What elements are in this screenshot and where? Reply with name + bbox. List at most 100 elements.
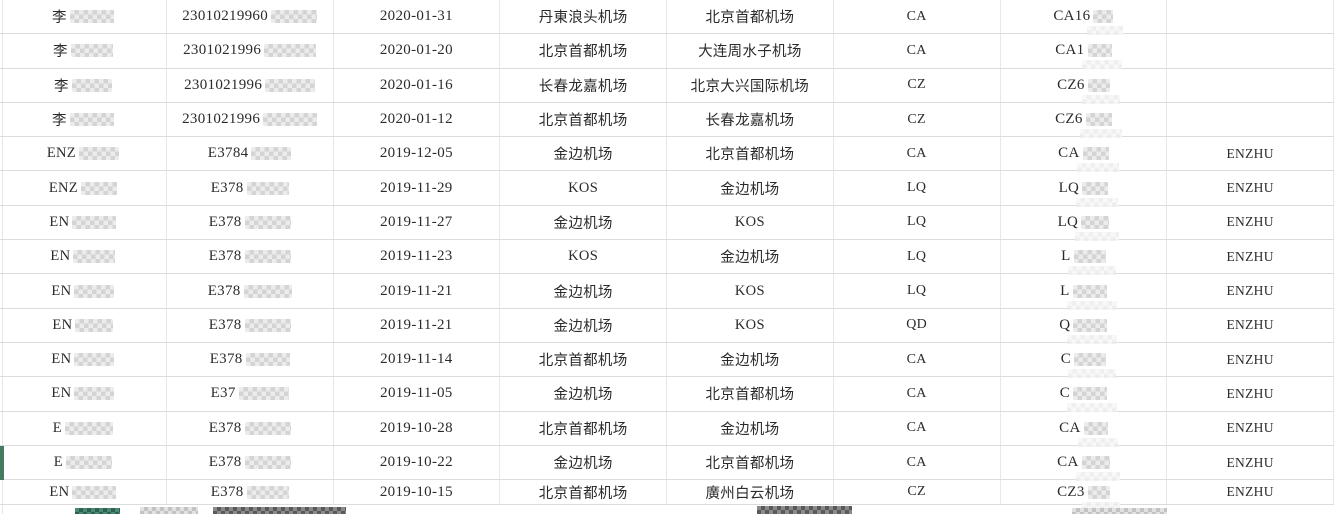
cell-date[interactable]: 2019-11-21 <box>334 274 501 308</box>
table-row[interactable]: EN E378 2019-11-14 北京首都机场 金边机场 CA C ENZHU <box>0 342 1334 379</box>
table-row[interactable]: 李 23010219960 2020-01-31 丹東浪头机场 北京首都机场 CA CA16 <box>0 0 1334 36</box>
cell-name[interactable]: 李 <box>0 102 167 137</box>
cell-name[interactable]: 李 <box>0 34 167 68</box>
cell-id-number[interactable]: 23010219960 <box>167 0 334 34</box>
table-row[interactable]: EN E378 2019-11-23 KOS 金边机场 LQ L ENZHU <box>0 240 1334 276</box>
cell-id-number[interactable]: E378 <box>167 240 334 274</box>
cell-id-number[interactable]: E378 <box>167 171 334 205</box>
cell-airline-code[interactable]: CA <box>834 137 1001 171</box>
cell-flight-number[interactable]: CA <box>1001 411 1168 447</box>
cell-airline-code[interactable]: LQ <box>834 240 1001 274</box>
cell-date[interactable]: 2020-01-12 <box>334 102 501 137</box>
table-row[interactable]: ENZ E378 2019-11-29 KOS 金边机场 LQ LQ ENZHU <box>0 171 1334 207</box>
cell-departure-airport[interactable]: 金边机场 <box>500 137 667 171</box>
cell-id-number[interactable]: E3784 <box>167 137 334 171</box>
cell-id-number[interactable]: E378 <box>167 445 334 480</box>
cell-airline-code[interactable]: LQ <box>834 205 1001 240</box>
cell-name[interactable]: EN <box>0 205 167 240</box>
cell-date[interactable]: 2019-10-15 <box>334 480 501 505</box>
cell-date[interactable]: 2019-11-05 <box>334 377 501 411</box>
cell-arrival-airport[interactable]: 廣州白云机场 <box>667 480 834 505</box>
cell-name[interactable]: EN <box>0 274 167 308</box>
cell-departure-airport[interactable]: 金边机场 <box>500 308 667 342</box>
cell-date[interactable]: 2019-11-14 <box>334 342 501 377</box>
cell-passenger-tag[interactable]: ENZHU <box>1167 342 1334 377</box>
cell-flight-number[interactable]: C <box>1001 342 1168 379</box>
cell-arrival-airport[interactable]: 金边机场 <box>667 411 834 445</box>
cell-passenger-tag[interactable]: ENZHU <box>1167 274 1334 308</box>
cell-flight-number[interactable]: CZ6 <box>1001 102 1168 139</box>
cell-name[interactable]: EN <box>0 480 167 505</box>
cell-departure-airport[interactable]: 北京首都机场 <box>500 342 667 377</box>
cell-arrival-airport[interactable]: KOS <box>667 274 834 308</box>
cell-flight-number[interactable]: L <box>1001 274 1168 310</box>
cell-date[interactable]: 2020-01-20 <box>334 34 501 68</box>
cell-airline-code[interactable]: CZ <box>834 102 1001 137</box>
cell-id-number[interactable]: E378 <box>167 480 334 505</box>
cell-flight-number[interactable]: Q <box>1001 308 1168 344</box>
table-row[interactable]: ENZ E3784 2019-12-05 金边机场 北京首都机场 CA CA ENZHU <box>0 137 1334 173</box>
table-row[interactable]: E E378 2019-10-22 金边机场 北京首都机场 CA CA ENZHU <box>0 445 1334 481</box>
cell-airline-code[interactable]: CA <box>834 34 1001 68</box>
cell-date[interactable]: 2019-10-28 <box>334 411 501 445</box>
cell-flight-number[interactable]: CA <box>1001 137 1168 173</box>
cell-date[interactable]: 2019-11-29 <box>334 171 501 205</box>
cell-arrival-airport[interactable]: 北京首都机场 <box>667 377 834 411</box>
cell-arrival-airport[interactable]: 北京首都机场 <box>667 0 834 34</box>
cell-arrival-airport[interactable]: 金边机场 <box>667 171 834 205</box>
cell-passenger-tag[interactable]: ENZHU <box>1167 240 1334 274</box>
cell-passenger-tag[interactable]: ENZHU <box>1167 445 1334 480</box>
cell-passenger-tag[interactable]: ENZHU <box>1167 205 1334 240</box>
cell-passenger-tag[interactable] <box>1167 68 1334 102</box>
cell-date[interactable]: 2020-01-31 <box>334 0 501 34</box>
cell-date[interactable]: 2019-11-21 <box>334 308 501 342</box>
cell-airline-code[interactable]: CA <box>834 0 1001 34</box>
cell-departure-airport[interactable]: KOS <box>500 240 667 274</box>
cell-id-number[interactable]: 2301021996 <box>167 102 334 137</box>
cell-flight-number[interactable]: CA <box>1001 445 1168 481</box>
cell-departure-airport[interactable]: 金边机场 <box>500 205 667 240</box>
cell-airline-code[interactable]: CA <box>834 411 1001 445</box>
cell-name[interactable]: ENZ <box>0 171 167 205</box>
cell-date[interactable]: 2020-01-16 <box>334 68 501 102</box>
cell-passenger-tag[interactable] <box>1167 102 1334 137</box>
cell-departure-airport[interactable]: KOS <box>500 171 667 205</box>
cell-departure-airport[interactable]: 北京首都机场 <box>500 480 667 505</box>
table-row[interactable]: 李 2301021996 2020-01-12 北京首都机场 长春龙嘉机场 CZ CZ6 <box>0 102 1334 139</box>
cell-flight-number[interactable]: CA1 <box>1001 34 1168 70</box>
cell-name[interactable]: EN <box>0 240 167 274</box>
cell-passenger-tag[interactable]: ENZHU <box>1167 480 1334 505</box>
table-row[interactable]: EN E378 2019-11-21 金边机场 KOS LQ L ENZHU <box>0 274 1334 310</box>
cell-name[interactable]: 李 <box>0 0 167 34</box>
cell-id-number[interactable]: E378 <box>167 342 334 377</box>
cell-airline-code[interactable]: LQ <box>834 274 1001 308</box>
cell-passenger-tag[interactable]: ENZHU <box>1167 308 1334 342</box>
cell-departure-airport[interactable]: 金边机场 <box>500 274 667 308</box>
cell-passenger-tag[interactable]: ENZHU <box>1167 137 1334 171</box>
cell-date[interactable]: 2019-11-27 <box>334 205 501 240</box>
cell-name[interactable]: EN <box>0 377 167 411</box>
cell-airline-code[interactable]: QD <box>834 308 1001 342</box>
cell-departure-airport[interactable]: 金边机场 <box>500 377 667 411</box>
table-row[interactable]: EN E378 2019-11-21 金边机场 KOS QD Q ENZHU <box>0 308 1334 344</box>
cell-date[interactable]: 2019-12-05 <box>334 137 501 171</box>
cell-arrival-airport[interactable]: KOS <box>667 205 834 240</box>
table-row[interactable]: 李 2301021996 2020-01-20 北京首都机场 大连周水子机场 CA CA1 <box>0 34 1334 70</box>
cell-arrival-airport[interactable]: 金边机场 <box>667 342 834 377</box>
cell-id-number[interactable]: E378 <box>167 205 334 240</box>
cell-departure-airport[interactable]: 长春龙嘉机场 <box>500 68 667 102</box>
cell-flight-number[interactable]: CZ6 <box>1001 68 1168 104</box>
cell-passenger-tag[interactable] <box>1167 0 1334 34</box>
table-row[interactable]: EN E37 2019-11-05 金边机场 北京首都机场 CA C ENZHU <box>0 377 1334 413</box>
cell-arrival-airport[interactable]: 北京首都机场 <box>667 445 834 480</box>
cell-departure-airport[interactable]: 北京首都机场 <box>500 411 667 445</box>
cell-id-number[interactable]: 2301021996 <box>167 68 334 102</box>
cell-flight-number[interactable]: L <box>1001 240 1168 276</box>
cell-airline-code[interactable]: CA <box>834 445 1001 480</box>
cell-departure-airport[interactable]: 金边机场 <box>500 445 667 480</box>
cell-arrival-airport[interactable]: 北京首都机场 <box>667 137 834 171</box>
cell-passenger-tag[interactable]: ENZHU <box>1167 377 1334 411</box>
cell-arrival-airport[interactable]: 大连周水子机场 <box>667 34 834 68</box>
cell-flight-number[interactable]: CA16 <box>1001 0 1168 36</box>
cell-arrival-airport[interactable]: 北京大兴国际机场 <box>667 68 834 102</box>
